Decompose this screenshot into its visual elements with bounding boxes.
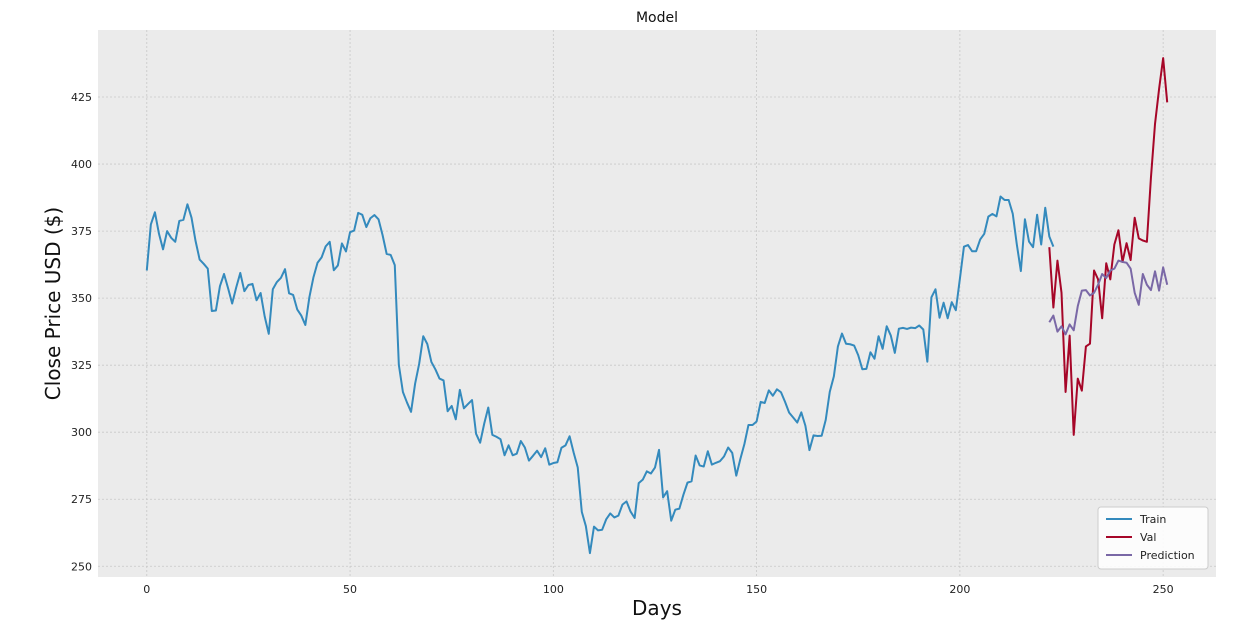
x-tick-label: 100	[543, 583, 564, 596]
x-tick-label: 150	[746, 583, 767, 596]
x-tick-label: 0	[143, 583, 150, 596]
legend-box	[1097, 506, 1209, 570]
y-tick-label: 300	[71, 426, 92, 439]
y-tick-label: 350	[71, 292, 92, 305]
plot-area-background	[98, 30, 1216, 577]
y-tick-label: 250	[71, 560, 92, 573]
legend-label: Prediction	[1140, 549, 1195, 562]
legend-label: Train	[1139, 513, 1166, 526]
y-tick-label: 400	[71, 158, 92, 171]
x-tick-label: 50	[343, 583, 357, 596]
tick-labels: 0 50 100 150 200 250 250 275 300 325 350 375 400 425	[71, 91, 1174, 596]
y-tick-label: 375	[71, 225, 92, 238]
series-line-val	[1048, 57, 1169, 436]
x-tick-label: 250	[1153, 583, 1174, 596]
y-tick-label: 275	[71, 493, 92, 506]
x-tick-label: 200	[949, 583, 970, 596]
y-tick-label: 425	[71, 91, 92, 104]
series-line-prediction	[1048, 259, 1169, 336]
legend: Train Val Prediction	[1097, 506, 1209, 570]
y-axis-title: Close Price USD ($)	[41, 207, 65, 400]
series-lines	[145, 57, 1169, 555]
series-line-train	[145, 195, 1055, 555]
y-tick-label: 325	[71, 359, 92, 372]
x-axis-title: Days	[632, 596, 682, 620]
chart-title: Model	[636, 10, 678, 26]
gridlines	[98, 30, 1216, 577]
legend-label: Val	[1140, 531, 1156, 544]
